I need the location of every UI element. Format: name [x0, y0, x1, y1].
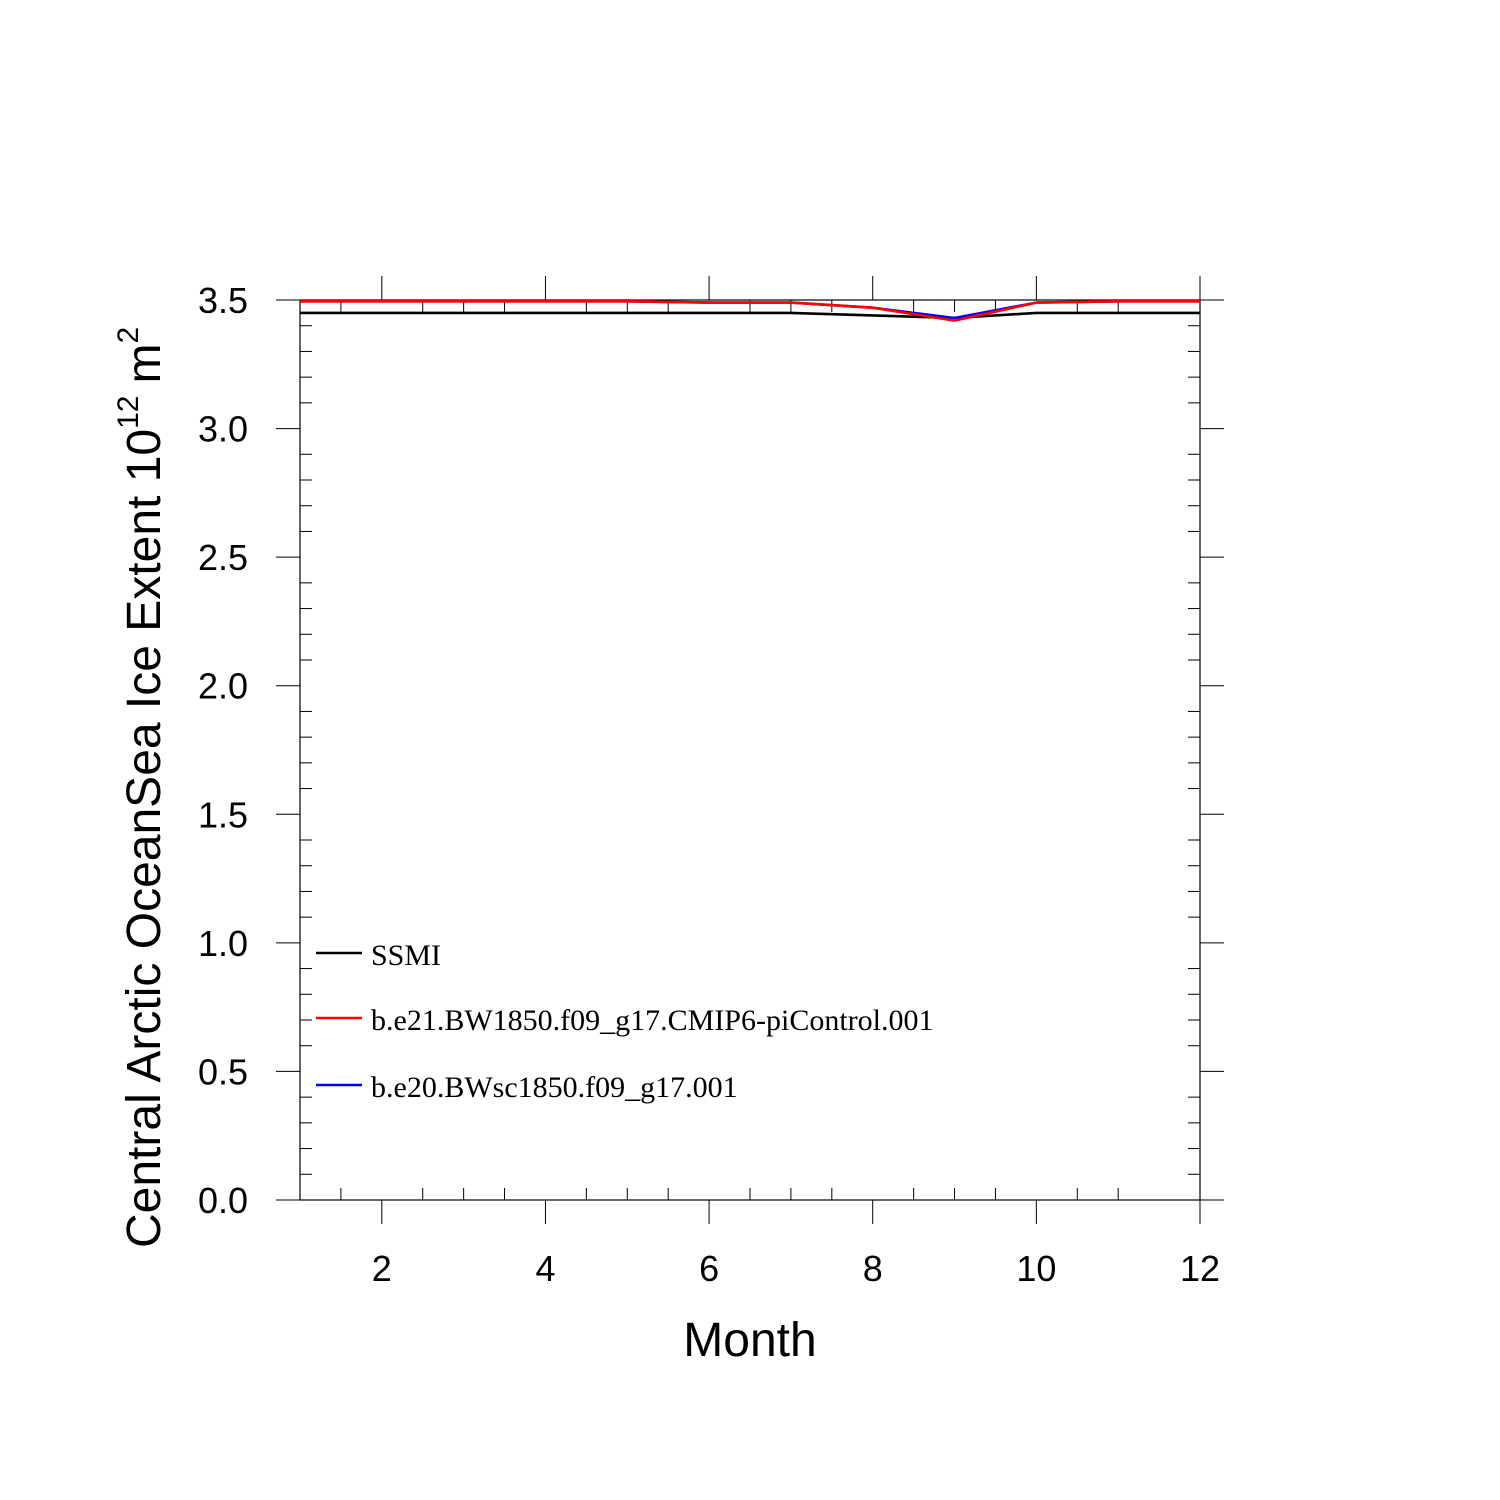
- x-tick-label: 8: [863, 1248, 883, 1289]
- legend-label: b.e21.BW1850.f09_g17.CMIP6-piControl.001: [371, 1004, 934, 1037]
- y-tick-label: 2.0: [198, 666, 248, 707]
- y-axis-title: Central Arctic OceanSea Ice Extent 1012 m…: [112, 327, 171, 1248]
- series-line-1: [300, 299, 1200, 322]
- x-tick-label: 12: [1180, 1248, 1220, 1289]
- x-tick-labels: 2 4 6 8 10 12: [372, 1248, 1220, 1289]
- plot-frame: [299, 299, 1201, 1201]
- y-tick-label: 3.0: [198, 409, 248, 450]
- legend: SSMI b.e21.BW1850.f09_g17.CMIP6-piControl…: [316, 939, 934, 1104]
- y-tick-label: 2.5: [198, 537, 248, 578]
- y-axis-title-exponent: 12: [112, 396, 145, 429]
- y-tick-label: 1.0: [198, 923, 248, 964]
- y-tick-labels: 0.0 0.5 1.0 1.5 2.0 2.5 3.0 3.5: [198, 280, 248, 1221]
- legend-label: b.e20.BWsc1850.f09_g17.001: [371, 1071, 738, 1104]
- x-tick-label: 10: [1016, 1248, 1056, 1289]
- y-axis-title-main: Central Arctic OceanSea Ice Extent 10: [118, 429, 171, 1248]
- y-axis-title-unit-exponent: 2: [112, 327, 145, 344]
- y-tick-label: 1.5: [198, 794, 248, 835]
- x-axis-title: Month: [683, 1314, 816, 1367]
- x-tick-label: 6: [699, 1248, 719, 1289]
- y-tick-label: 0.5: [198, 1051, 248, 1092]
- y-axis-title-group: Central Arctic OceanSea Ice Extent 1012 m…: [112, 327, 171, 1248]
- series-layer: [300, 299, 1200, 322]
- y-axis-title-unit: m: [118, 344, 171, 384]
- y-tick-label: 0.0: [198, 1180, 248, 1221]
- legend-label: SSMI: [371, 939, 441, 972]
- y-tick-label: 3.5: [198, 280, 248, 321]
- x-tick-label: 2: [372, 1248, 392, 1289]
- series-line-0: [300, 311, 1200, 320]
- x-tick-label: 4: [535, 1248, 555, 1289]
